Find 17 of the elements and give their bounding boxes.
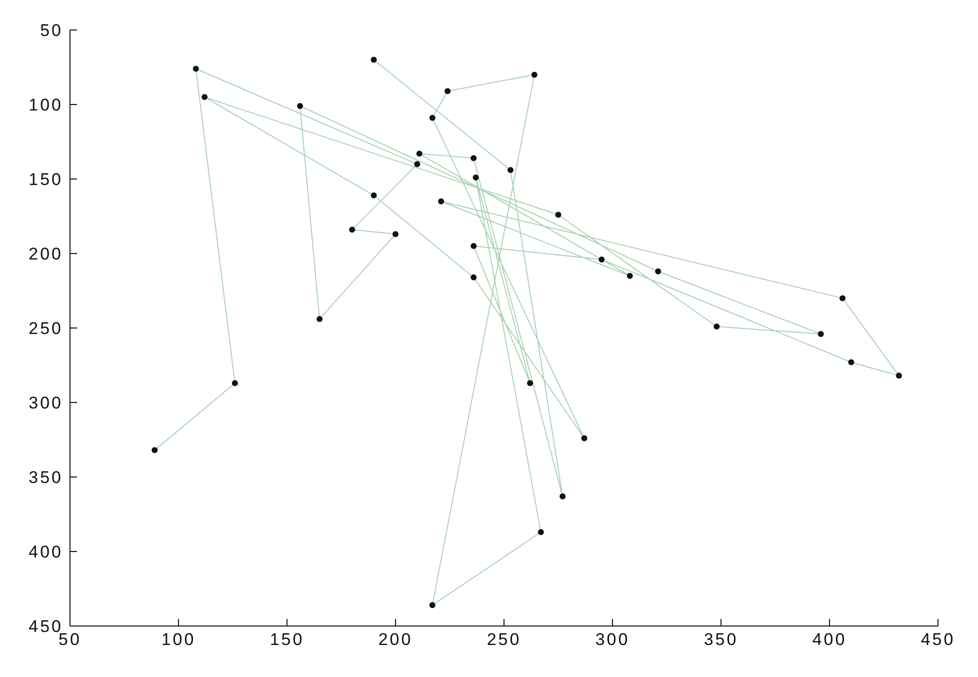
y-tick-label: 250 [28, 319, 63, 338]
x-tick-label: 400 [812, 630, 847, 650]
y-tick-label: 350 [28, 468, 63, 488]
y-tick-label: 100 [28, 96, 63, 115]
x-tick-label: 300 [595, 630, 630, 650]
y-tick-label: 50 [40, 21, 63, 40]
x-tick-label: 100 [161, 630, 196, 650]
x-tick-label: 50 [58, 630, 82, 650]
y-tick-label: 200 [28, 244, 63, 264]
y-tick-label: 150 [28, 170, 63, 190]
x-tick-label: 350 [704, 630, 738, 650]
x-tick-label: 150 [270, 630, 304, 650]
x-tick-label: 450 [920, 630, 956, 650]
y-tick-label: 400 [28, 542, 63, 562]
x-tick-label: 250 [486, 630, 522, 650]
x-tick-label: 200 [378, 630, 413, 650]
y-tick-label: 300 [28, 394, 63, 413]
